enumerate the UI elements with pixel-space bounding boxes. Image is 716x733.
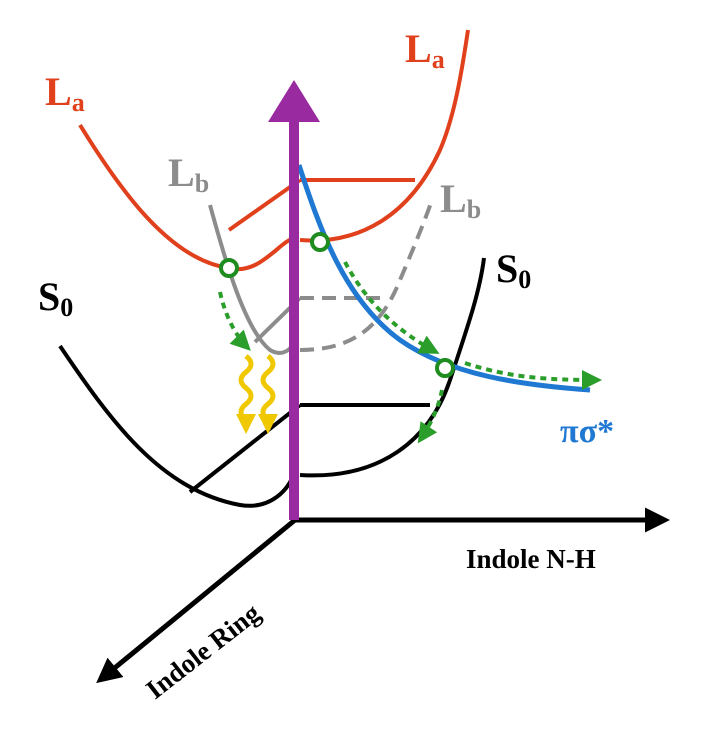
pisigma-label: πσ* (560, 413, 614, 450)
pisigma-curve (296, 164, 591, 393)
Lb-left-curve (208, 204, 295, 355)
La-left-curve (78, 123, 296, 272)
circle-marker-icon (435, 358, 455, 378)
Lb-left-label: Lb (168, 150, 209, 198)
excitation-arrow-shaft (289, 118, 299, 520)
ring-axis (96, 518, 297, 684)
up-arrow-icon (268, 80, 320, 122)
axes (96, 507, 670, 684)
S0-left-label: S0 (38, 274, 73, 322)
Lb-surface (208, 204, 302, 355)
excitation-arrow (268, 80, 320, 520)
S0-base-line (188, 403, 302, 494)
S0-left-curve (58, 344, 297, 508)
circle-marker-icon (310, 232, 330, 252)
relaxation-arrows (218, 261, 602, 444)
La-diag-line (227, 178, 302, 232)
La-left-label: La (45, 69, 85, 117)
La-right-curve (299, 29, 470, 243)
S0-right-label: S0 (496, 246, 531, 294)
ring-axis-label: Indole Ring (140, 597, 266, 705)
relax-arrow-right (464, 361, 602, 390)
La-surface (78, 29, 470, 272)
wavy-arrow-icon (258, 354, 278, 434)
x-axis-label: Indole N-H (466, 544, 596, 574)
circle-marker-icon (219, 258, 239, 278)
wavy-arrow-icon (236, 354, 256, 434)
S0-surface (58, 257, 486, 508)
S0-right-curve (299, 257, 486, 478)
crossing-markers (219, 232, 455, 378)
relax-arrow-down (417, 389, 444, 444)
Lb-right-label: Lb (440, 176, 481, 224)
relax-arrow-mid (343, 261, 440, 354)
emission-arrows (236, 354, 278, 434)
relax-arrow-left (218, 291, 251, 351)
La-right-label: La (405, 26, 445, 74)
